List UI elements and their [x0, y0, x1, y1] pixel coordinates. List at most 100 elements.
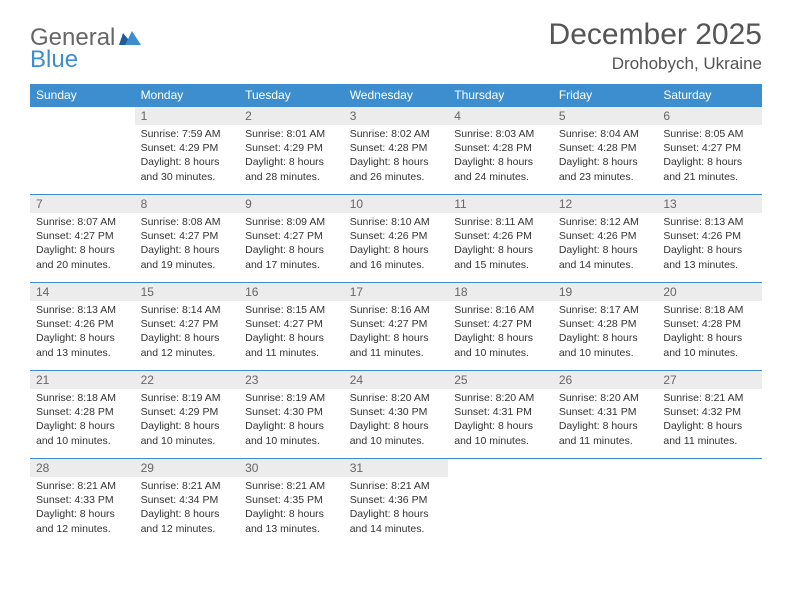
sunset-line: Sunset: 4:34 PM — [141, 493, 234, 507]
day-number: 2 — [239, 107, 344, 125]
day-body: Sunrise: 8:20 AMSunset: 4:31 PMDaylight:… — [448, 391, 553, 452]
daylight-line: Daylight: 8 hours and 21 minutes. — [663, 155, 756, 183]
sunrise-line: Sunrise: 8:15 AM — [245, 303, 338, 317]
calendar-cell: 14 Sunrise: 8:13 AMSunset: 4:26 PMDayligh… — [30, 283, 135, 371]
sunset-line: Sunset: 4:29 PM — [141, 405, 234, 419]
day-number: 13 — [657, 195, 762, 213]
day-number: 21 — [30, 371, 135, 389]
calendar-row: 28 Sunrise: 8:21 AMSunset: 4:33 PMDayligh… — [30, 459, 762, 547]
sunset-line: Sunset: 4:29 PM — [141, 141, 234, 155]
sunrise-line: Sunrise: 8:19 AM — [141, 391, 234, 405]
day-number: 8 — [135, 195, 240, 213]
sunrise-line: Sunrise: 8:12 AM — [559, 215, 652, 229]
calendar-row: 14 Sunrise: 8:13 AMSunset: 4:26 PMDayligh… — [30, 283, 762, 371]
calendar-cell: 18Sunrise: 8:16 AMSunset: 4:27 PMDayligh… — [448, 283, 553, 371]
day-body: Sunrise: 8:10 AMSunset: 4:26 PMDaylight:… — [344, 215, 449, 276]
day-number: 22 — [135, 371, 240, 389]
weekday-header: Friday — [553, 84, 658, 107]
sunrise-line: Sunrise: 8:19 AM — [245, 391, 338, 405]
calendar-cell: 8Sunrise: 8:08 AMSunset: 4:27 PMDaylight… — [135, 195, 240, 283]
calendar-row: 7Sunrise: 8:07 AMSunset: 4:27 PMDaylight… — [30, 195, 762, 283]
calendar-cell: 22 Sunrise: 8:19 AMSunset: 4:29 PMDayligh… — [135, 371, 240, 459]
day-body: Sunrise: 8:18 AMSunset: 4:28 PMDaylight:… — [657, 303, 762, 364]
day-body: Sunrise: 8:04 AMSunset: 4:28 PMDaylight:… — [553, 127, 658, 188]
day-number: 30 — [239, 459, 344, 477]
sunset-line: Sunset: 4:36 PM — [350, 493, 443, 507]
calendar-cell: 6Sunrise: 8:05 AMSunset: 4:27 PMDaylight… — [657, 107, 762, 195]
daylight-line: Daylight: 8 hours and 19 minutes. — [141, 243, 234, 271]
weekday-header: Tuesday — [239, 84, 344, 107]
sunrise-line: Sunrise: 8:20 AM — [559, 391, 652, 405]
day-number: 12 — [553, 195, 658, 213]
day-number: 27 — [657, 371, 762, 389]
day-body: Sunrise: 8:19 AMSunset: 4:29 PMDaylight:… — [135, 391, 240, 452]
weekday-header-row: SundayMondayTuesdayWednesdayThursdayFrid… — [30, 84, 762, 107]
day-number: 3 — [344, 107, 449, 125]
day-body: Sunrise: 8:13 AMSunset: 4:26 PMDaylight:… — [30, 303, 135, 364]
calendar-cell — [657, 459, 762, 547]
sunset-line: Sunset: 4:26 PM — [663, 229, 756, 243]
sunset-line: Sunset: 4:35 PM — [245, 493, 338, 507]
calendar-row: 1 Sunrise: 7:59 AMSunset: 4:29 PMDaylight… — [30, 107, 762, 195]
header: General December 2025 Drohobych, Ukraine — [30, 18, 762, 74]
daylight-line: Daylight: 8 hours and 10 minutes. — [350, 419, 443, 447]
sunset-line: Sunset: 4:26 PM — [350, 229, 443, 243]
day-body: Sunrise: 8:17 AMSunset: 4:28 PMDaylight:… — [553, 303, 658, 364]
day-body: Sunrise: 8:02 AMSunset: 4:28 PMDaylight:… — [344, 127, 449, 188]
sunset-line: Sunset: 4:26 PM — [454, 229, 547, 243]
day-body: Sunrise: 8:16 AMSunset: 4:27 PMDaylight:… — [448, 303, 553, 364]
calendar-cell: 29 Sunrise: 8:21 AMSunset: 4:34 PMDayligh… — [135, 459, 240, 547]
daylight-line: Daylight: 8 hours and 24 minutes. — [454, 155, 547, 183]
day-number: 14 — [30, 283, 135, 301]
day-number: 19 — [553, 283, 658, 301]
sunset-line: Sunset: 4:30 PM — [350, 405, 443, 419]
sunrise-line: Sunrise: 8:21 AM — [36, 479, 129, 493]
day-number: 1 — [135, 107, 240, 125]
daylight-line: Daylight: 8 hours and 17 minutes. — [245, 243, 338, 271]
sunset-line: Sunset: 4:26 PM — [36, 317, 129, 331]
calendar-cell — [30, 107, 135, 195]
sunset-line: Sunset: 4:32 PM — [663, 405, 756, 419]
sunrise-line: Sunrise: 8:01 AM — [245, 127, 338, 141]
daylight-line: Daylight: 8 hours and 11 minutes. — [559, 419, 652, 447]
calendar-cell: 4Sunrise: 8:03 AMSunset: 4:28 PMDaylight… — [448, 107, 553, 195]
calendar-cell: 13 Sunrise: 8:13 AMSunset: 4:26 PMDayligh… — [657, 195, 762, 283]
day-body: Sunrise: 8:21 AMSunset: 4:33 PMDaylight:… — [30, 479, 135, 540]
day-number: 28 — [30, 459, 135, 477]
daylight-line: Daylight: 8 hours and 10 minutes. — [454, 419, 547, 447]
day-body: Sunrise: 8:18 AMSunset: 4:28 PMDaylight:… — [30, 391, 135, 452]
daylight-line: Daylight: 8 hours and 15 minutes. — [454, 243, 547, 271]
daylight-line: Daylight: 8 hours and 14 minutes. — [559, 243, 652, 271]
day-number: 5 — [553, 107, 658, 125]
daylight-line: Daylight: 8 hours and 13 minutes. — [663, 243, 756, 271]
sunrise-line: Sunrise: 8:18 AM — [36, 391, 129, 405]
day-body: Sunrise: 8:15 AMSunset: 4:27 PMDaylight:… — [239, 303, 344, 364]
day-body: Sunrise: 8:21 AMSunset: 4:34 PMDaylight:… — [135, 479, 240, 540]
calendar-cell: 19 Sunrise: 8:17 AMSunset: 4:28 PMDayligh… — [553, 283, 658, 371]
sunrise-line: Sunrise: 8:07 AM — [36, 215, 129, 229]
calendar-cell: 10Sunrise: 8:10 AMSunset: 4:26 PMDayligh… — [344, 195, 449, 283]
day-number: 15 — [135, 283, 240, 301]
daylight-line: Daylight: 8 hours and 13 minutes. — [245, 507, 338, 535]
daylight-line: Daylight: 8 hours and 14 minutes. — [350, 507, 443, 535]
day-number: 7 — [30, 195, 135, 213]
daylight-line: Daylight: 8 hours and 12 minutes. — [141, 507, 234, 535]
calendar-cell: 12Sunrise: 8:12 AMSunset: 4:26 PMDayligh… — [553, 195, 658, 283]
day-body: Sunrise: 7:59 AMSunset: 4:29 PMDaylight:… — [135, 127, 240, 188]
day-number: 29 — [135, 459, 240, 477]
sunset-line: Sunset: 4:27 PM — [454, 317, 547, 331]
sunrise-line: Sunrise: 8:21 AM — [141, 479, 234, 493]
calendar-row: 21Sunrise: 8:18 AMSunset: 4:28 PMDayligh… — [30, 371, 762, 459]
day-number: 31 — [344, 459, 449, 477]
logo-suffix: Blue — [30, 46, 78, 74]
sunset-line: Sunset: 4:28 PM — [36, 405, 129, 419]
day-number: 23 — [239, 371, 344, 389]
location: Drohobych, Ukraine — [549, 54, 762, 74]
daylight-line: Daylight: 8 hours and 11 minutes. — [663, 419, 756, 447]
day-body: Sunrise: 8:13 AMSunset: 4:26 PMDaylight:… — [657, 215, 762, 276]
day-body: Sunrise: 8:21 AMSunset: 4:36 PMDaylight:… — [344, 479, 449, 540]
calendar-cell: 17Sunrise: 8:16 AMSunset: 4:27 PMDayligh… — [344, 283, 449, 371]
daylight-line: Daylight: 8 hours and 10 minutes. — [245, 419, 338, 447]
weekday-header: Saturday — [657, 84, 762, 107]
calendar-cell: 11Sunrise: 8:11 AMSunset: 4:26 PMDayligh… — [448, 195, 553, 283]
